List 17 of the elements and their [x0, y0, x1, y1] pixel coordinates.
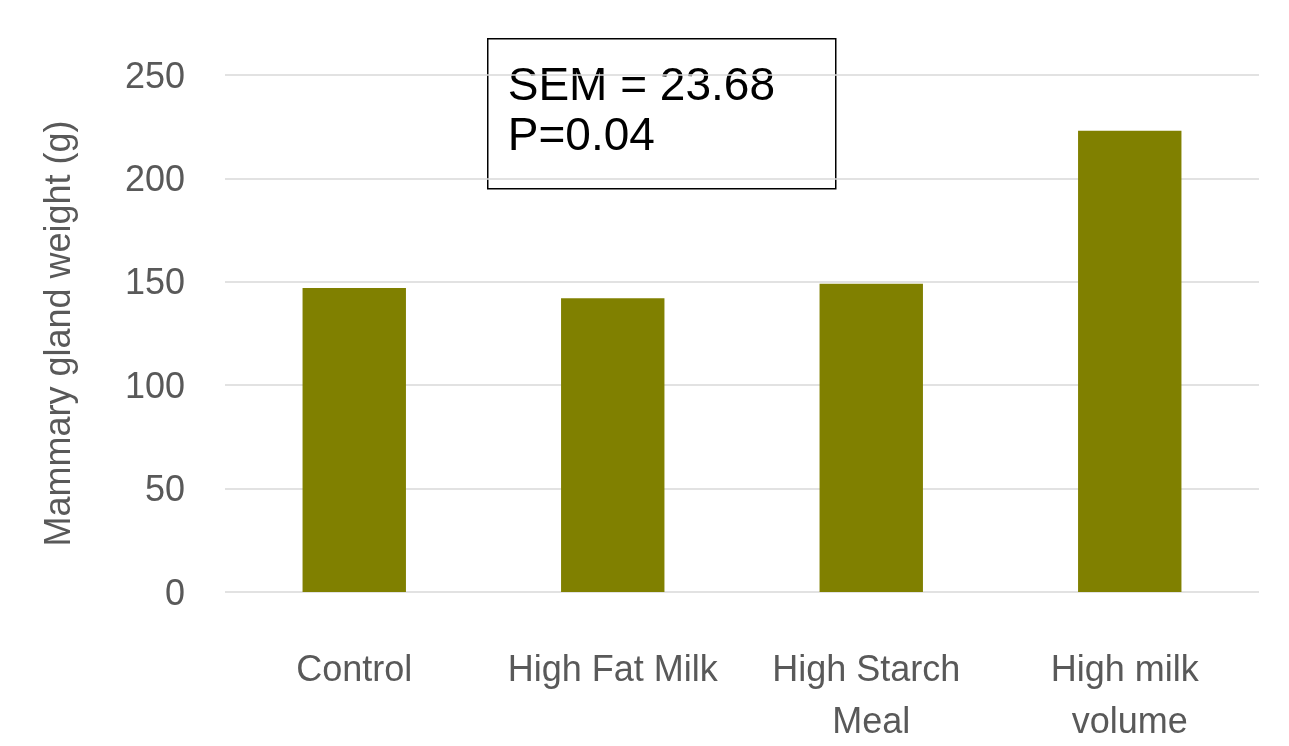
x-tick-label: High milk volume: [1050, 647, 1209, 741]
y-tick-label: 100: [124, 364, 185, 406]
annotation: SEM = 23.68: [507, 57, 775, 110]
x-tick-label: High Fat Milk: [507, 647, 719, 689]
y-tick-label: 200: [124, 157, 185, 199]
bar: [561, 298, 665, 592]
annotation: P=0.04: [507, 107, 655, 160]
bar: [819, 283, 923, 592]
y-tick-label: 0: [164, 571, 185, 613]
y-axis-title: Mammary gland weight (g): [36, 120, 78, 547]
y-tick-label: 150: [124, 261, 185, 303]
x-tick-label: Control: [296, 647, 413, 689]
y-tick-label: 250: [124, 54, 185, 96]
x-tick-label: High Starch Meal: [772, 647, 971, 741]
bar: [1078, 130, 1182, 592]
y-tick-label: 50: [144, 468, 185, 510]
bar: [302, 288, 406, 592]
